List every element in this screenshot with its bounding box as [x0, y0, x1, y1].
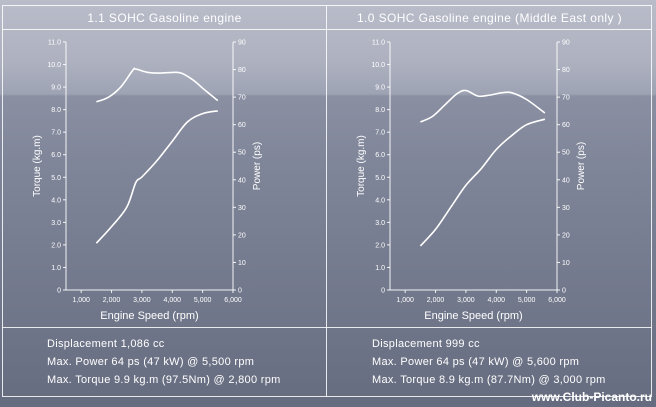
x-tick-label: 3,000: [133, 297, 151, 304]
power-curve: [419, 118, 546, 247]
max-torque-text: Max. Torque 9.9 kg.m (97.5Nm) @ 2,800 rp…: [47, 374, 281, 386]
x-tick-label: 1,000: [396, 297, 414, 304]
displacement-text: Displacement 1,086 cc: [47, 338, 165, 350]
y-tick-label: 10.0: [47, 62, 61, 69]
y2-tick-label: 60: [238, 122, 246, 129]
y-tick-label: 4.0: [51, 197, 61, 204]
y-tick-label: 1.0: [51, 265, 61, 272]
y2-tick-label: 80: [238, 67, 246, 74]
y2-axis-title: Power (ps): [252, 142, 263, 190]
y-tick-label: 6.0: [51, 152, 61, 159]
max-power-text: Max. Power 64 ps (47 kW) @ 5,600 rpm: [372, 356, 580, 368]
y-tick-label: 10.0: [371, 62, 385, 69]
y2-tick-label: 30: [562, 205, 570, 212]
torque-curve: [96, 67, 219, 103]
panel-divider: [326, 5, 327, 397]
y-tick-label: 0: [381, 288, 385, 295]
x-tick-label: 6,000: [548, 297, 566, 304]
header-divider: [2, 29, 652, 30]
watermark: www.Club-Picanto.ru: [531, 390, 652, 404]
y-tick-label: 7.0: [375, 130, 385, 137]
y-tick-label: 9.0: [375, 85, 385, 92]
y2-tick-label: 0: [238, 288, 242, 295]
y2-tick-label: 20: [562, 232, 570, 239]
y-tick-label: 2.0: [51, 242, 61, 249]
y-tick-label: 4.0: [375, 197, 385, 204]
y2-tick-label: 10: [238, 260, 246, 267]
x-tick-label: 6,000: [224, 297, 242, 304]
x-tick-label: 5,000: [518, 297, 536, 304]
x-tick-label: 3,000: [457, 297, 475, 304]
y-tick-label: 5.0: [375, 175, 385, 182]
max-torque-text: Max. Torque 8.9 kg.m (87.7Nm) @ 3,000 rp…: [372, 374, 606, 386]
torque-curve: [420, 89, 546, 123]
y2-tick-label: 30: [238, 205, 246, 212]
max-power-text: Max. Power 64 ps (47 kW) @ 5,500 rpm: [47, 356, 255, 368]
x-tick-label: 2,000: [103, 297, 121, 304]
specs-divider: [2, 327, 652, 328]
chart-right-svg: 0 1.0 2.0 3.0 4.0 5.0 6.0 7.0 8.0 9.0 10.0 11.0 0 10 2…: [356, 40, 587, 323]
y-tick-label: 3.0: [375, 220, 385, 227]
y2-tick-label: 60: [562, 122, 570, 129]
y-tick-label: 11.0: [372, 40, 385, 47]
y-tick-label: 8.0: [51, 107, 61, 114]
y-axis-title: Torque (kg.m): [32, 135, 43, 197]
x-tick-label: 4,000: [488, 297, 506, 304]
y2-tick-label: 90: [562, 40, 570, 47]
y2-tick-label: 40: [238, 177, 246, 184]
y2-tick-label: 10: [562, 260, 570, 267]
y-tick-label: 2.0: [375, 242, 385, 249]
panel-title-left: 1.1 SOHC Gasoline engine: [87, 11, 242, 25]
x-tick-label: 5,000: [194, 297, 212, 304]
outer-frame: [2, 5, 652, 397]
panel-title-right: 1.0 SOHC Gasoline engine (Middle East on…: [356, 11, 623, 25]
specs-right: Displacement 999 cc Max. Power 64 ps (47…: [372, 335, 606, 389]
chart-left: 0 1.0 2.0 3.0 4.0 5.0 6.0 7.0 8.0 9.0 10.0 11.0 0 10 2…: [3, 32, 326, 327]
y-tick-label: 5.0: [51, 175, 61, 182]
y2-tick-label: 50: [238, 150, 246, 157]
y-tick-label: 8.0: [375, 107, 385, 114]
y2-tick-label: 20: [238, 232, 246, 239]
chart-right: 0 1.0 2.0 3.0 4.0 5.0 6.0 7.0 8.0 9.0 10.0 11.0 0 10 2…: [327, 32, 650, 327]
y2-tick-label: 50: [562, 150, 570, 157]
y-tick-label: 7.0: [51, 130, 61, 137]
y-tick-label: 9.0: [51, 85, 61, 92]
y2-tick-label: 0: [562, 288, 566, 295]
y-axis-title: Torque (kg.m): [356, 135, 367, 197]
y-tick-label: 1.0: [375, 265, 385, 272]
y-tick-label: 6.0: [375, 152, 385, 159]
y2-tick-label: 70: [238, 95, 246, 102]
x-tick-label: 1,000: [72, 297, 90, 304]
x-axis-title: Engine Speed (rpm): [100, 310, 198, 322]
y-tick-label: 3.0: [51, 220, 61, 227]
displacement-text: Displacement 999 cc: [372, 338, 480, 350]
x-tick-label: 4,000: [164, 297, 182, 304]
chart-left-svg: 0 1.0 2.0 3.0 4.0 5.0 6.0 7.0 8.0 9.0 10.0 11.0 0 10 2…: [32, 40, 263, 323]
y2-tick-label: 70: [562, 95, 570, 102]
y2-axis-title: Power (ps): [576, 142, 587, 190]
x-axis-title: Engine Speed (rpm): [424, 310, 522, 322]
y-tick-label: 11.0: [48, 40, 61, 47]
y2-tick-label: 80: [562, 67, 570, 74]
specs-left: Displacement 1,086 cc Max. Power 64 ps (…: [47, 335, 281, 389]
power-curve: [95, 110, 218, 244]
y2-tick-label: 90: [238, 40, 246, 47]
y-tick-label: 0: [57, 288, 61, 295]
y2-tick-label: 40: [562, 177, 570, 184]
x-tick-label: 2,000: [427, 297, 445, 304]
